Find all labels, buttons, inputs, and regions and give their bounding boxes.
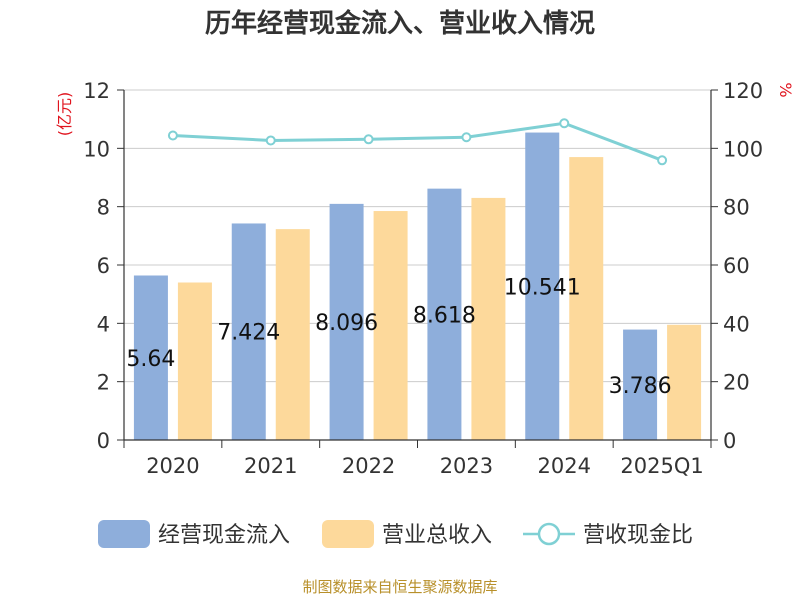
legend-swatch-cash-inflow [98,520,150,548]
left-tick-label: 2 [97,371,110,395]
x-tick-label: 2025Q1 [620,454,703,478]
left-axis-unit: (亿元) [55,92,74,137]
ratio-point [265,135,276,146]
bar-total-revenue [275,229,310,440]
left-tick-label: 4 [97,312,110,336]
data-label: 5.64 [126,347,175,372]
ratio-point [559,118,570,129]
right-tick-label: 20 [723,371,750,395]
bar-total-revenue [471,197,506,440]
x-tick-label: 2024 [538,454,591,478]
legend-label: 经营现金流入 [158,523,290,548]
data-labels: 5.64 7.424 8.096 8.618 10.541 3.786 [126,275,671,399]
bars [133,132,702,441]
legend-marker-ratio [537,522,561,546]
right-tick-label: 120 [723,79,763,103]
source-note: 制图数据来自恒生聚源数据库 [302,578,497,596]
ratio-point [657,155,668,166]
left-tick-label: 12 [83,79,110,103]
bar-cash-inflow [525,132,560,440]
bar-total-revenue [569,157,604,441]
right-axis-unit: % [776,82,795,97]
ratio-line [167,118,668,166]
bar-cash-inflow [133,275,168,440]
bar-cash-inflow [329,203,364,440]
x-tick-label: 2022 [342,454,395,478]
legend-label: 营收现金比 [583,523,693,548]
bar-total-revenue [373,211,408,440]
ratio-point [363,134,374,145]
right-tick-label: 80 [723,196,750,220]
x-tick-label: 2023 [440,454,493,478]
right-tick-label: 60 [723,254,750,278]
ratio-line-path [172,121,663,162]
legend-swatch-total-revenue [322,520,374,548]
left-tick-label: 6 [97,254,110,278]
bar-total-revenue [667,324,702,440]
right-tick-label: 100 [723,137,763,161]
bar-cash-inflow [427,188,462,440]
bar-cash-inflow [231,223,266,440]
left-tick-label: 8 [97,196,110,220]
data-label: 8.096 [315,311,378,336]
x-tick-label: 2021 [244,454,297,478]
data-label: 10.541 [504,275,581,300]
data-label: 8.618 [413,303,476,328]
bar-total-revenue [177,282,212,440]
legend: 经营现金流入 营业总收入 营收现金比 [98,520,693,548]
ratio-point [167,130,178,141]
legend-label: 营业总收入 [382,523,492,548]
left-tick-label: 0 [97,429,110,453]
data-label: 7.424 [217,321,280,346]
chart-title: 历年经营现金流入、营业收入情况 [205,8,595,39]
right-tick-label: 0 [723,429,736,453]
right-tick-label: 40 [723,312,750,336]
data-label: 3.786 [609,374,672,399]
left-tick-label: 10 [83,137,110,161]
ratio-point [461,132,472,143]
grid [124,89,711,383]
bar-cash-inflow [623,329,658,440]
x-tick-label: 2020 [146,454,199,478]
